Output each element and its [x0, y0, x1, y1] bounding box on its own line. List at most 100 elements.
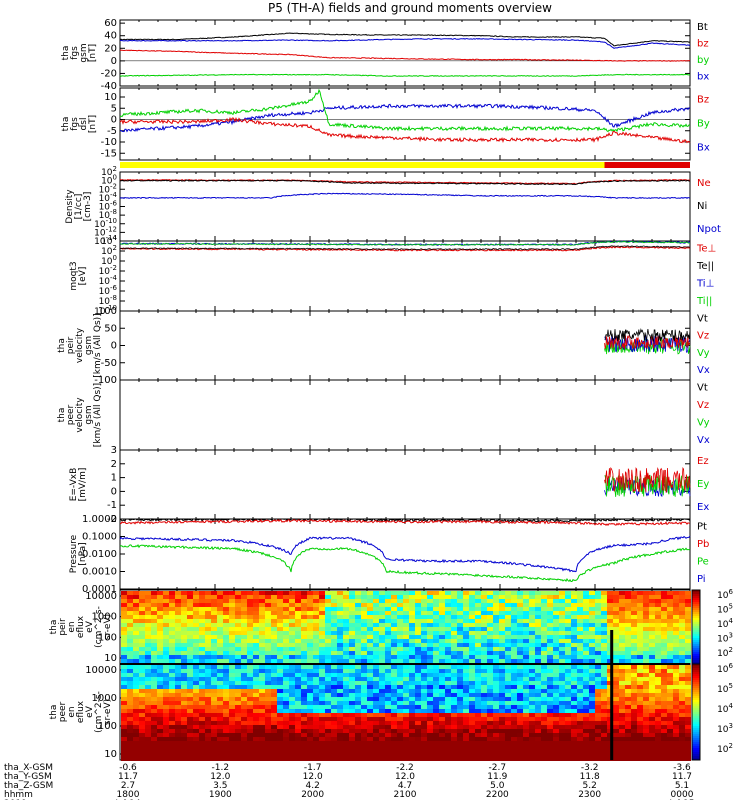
spectrogram-cell [427, 669, 433, 673]
spectrogram-cell [349, 647, 355, 651]
spectrogram-cell [247, 627, 253, 631]
spectrogram-cell [205, 655, 211, 659]
spectrogram-cell [205, 713, 211, 717]
spectrogram-cell [265, 753, 271, 757]
spectrogram-cell [253, 591, 259, 595]
spectrogram-cell [535, 599, 541, 603]
spectrogram-cell [385, 639, 391, 643]
spectrogram-cell [229, 673, 235, 677]
spectrogram-cell [553, 753, 559, 757]
spectrogram-cell [265, 603, 271, 607]
spectrogram-cell [529, 623, 535, 627]
spectrogram-cell [247, 753, 253, 757]
spectrogram-cell [217, 669, 223, 673]
spectrogram-cell [139, 745, 145, 749]
spectrogram-cell [607, 665, 613, 669]
spectrogram-cell [361, 643, 367, 647]
spectrogram-cell [235, 685, 241, 689]
spectrogram-cell [163, 745, 169, 749]
spectrogram-cell [223, 753, 229, 757]
spectrogram-cell [259, 655, 265, 659]
spectrogram-cell [277, 623, 283, 627]
spectrogram-cell [325, 599, 331, 603]
spectrogram-cell [421, 705, 427, 709]
spectrogram-cell [319, 635, 325, 639]
spectrogram-cell [607, 627, 613, 631]
spectrogram-cell [301, 709, 307, 713]
spectrogram-cell [487, 591, 493, 595]
spectrogram-cell [505, 733, 511, 737]
spectrogram-cell [667, 623, 673, 627]
spectrogram-cell [307, 721, 313, 725]
spectrogram-cell [163, 749, 169, 753]
spectrogram-cell [535, 713, 541, 717]
spectrogram-cell [337, 665, 343, 669]
spectrogram-cell [151, 595, 157, 599]
spectrogram-cell [643, 643, 649, 647]
spectrogram-cell [403, 713, 409, 717]
spectrogram-cell [643, 721, 649, 725]
spectrogram-cell [649, 693, 655, 697]
spectrogram-cell [493, 639, 499, 643]
spectrogram-cell [613, 697, 619, 701]
colorbar-cell [692, 670, 700, 672]
spectrogram-cell [565, 705, 571, 709]
spectrogram-cell [481, 655, 487, 659]
spectrogram-cell [625, 757, 631, 761]
spectrogram-cell [421, 647, 427, 651]
spectrogram-cell [277, 639, 283, 643]
spectrogram-cell [547, 677, 553, 681]
spectrogram-cell [127, 639, 133, 643]
spectrogram-cell [409, 669, 415, 673]
spectrogram-cell [673, 733, 679, 737]
spectrogram-cell [271, 757, 277, 761]
spectrogram-cell [421, 749, 427, 753]
spectrogram-cell [487, 697, 493, 701]
spectrogram-cell [265, 631, 271, 635]
spectrogram-cell [139, 689, 145, 693]
spectrogram-cell [631, 725, 637, 729]
spectrogram-cell [511, 753, 517, 757]
spectrogram-cell [421, 659, 427, 663]
spectrogram-cell [451, 659, 457, 663]
spectrogram-cell [577, 697, 583, 701]
spectrogram-cell [331, 677, 337, 681]
spectrogram-cell [541, 623, 547, 627]
spectrogram-cell [397, 705, 403, 709]
spectrogram-cell [511, 631, 517, 635]
spectrogram-cell [643, 669, 649, 673]
spectrogram-cell [655, 669, 661, 673]
spectrogram-cell [331, 737, 337, 741]
spectrogram-cell [445, 619, 451, 623]
spectrogram-cell [205, 677, 211, 681]
spectrogram-cell [217, 673, 223, 677]
y-label-line: [km/s (All Qs)] [93, 313, 103, 377]
spectrogram-cell [151, 685, 157, 689]
spectrogram-cell [223, 697, 229, 701]
tick-label: 10-8 [99, 208, 117, 221]
spectrogram-cell [145, 717, 151, 721]
spectrogram-cell [373, 737, 379, 741]
spectrogram-cell [535, 717, 541, 721]
y-label-line: [mV/m] [78, 468, 88, 502]
spectrogram-cell [595, 713, 601, 717]
spectrogram-cell [391, 599, 397, 603]
spectrogram-cell [613, 721, 619, 725]
spectrogram-cell [193, 603, 199, 607]
spectrogram-cell [571, 651, 577, 655]
spectrogram-cell [571, 615, 577, 619]
spectrogram-cell [247, 611, 253, 615]
spectrogram-cell [661, 681, 667, 685]
spectrogram-cell [295, 753, 301, 757]
spectrogram-cell [187, 753, 193, 757]
spectrogram-cell [259, 647, 265, 651]
spectrogram-cell [565, 689, 571, 693]
spectrogram-cell [649, 705, 655, 709]
spectrogram-cell [133, 693, 139, 697]
spectrogram-cell [181, 603, 187, 607]
spectrogram-cell [205, 669, 211, 673]
spectrogram-cell [619, 673, 625, 677]
spectrogram-cell [505, 697, 511, 701]
spectrogram-cell [313, 713, 319, 717]
spectrogram-cell [349, 685, 355, 689]
